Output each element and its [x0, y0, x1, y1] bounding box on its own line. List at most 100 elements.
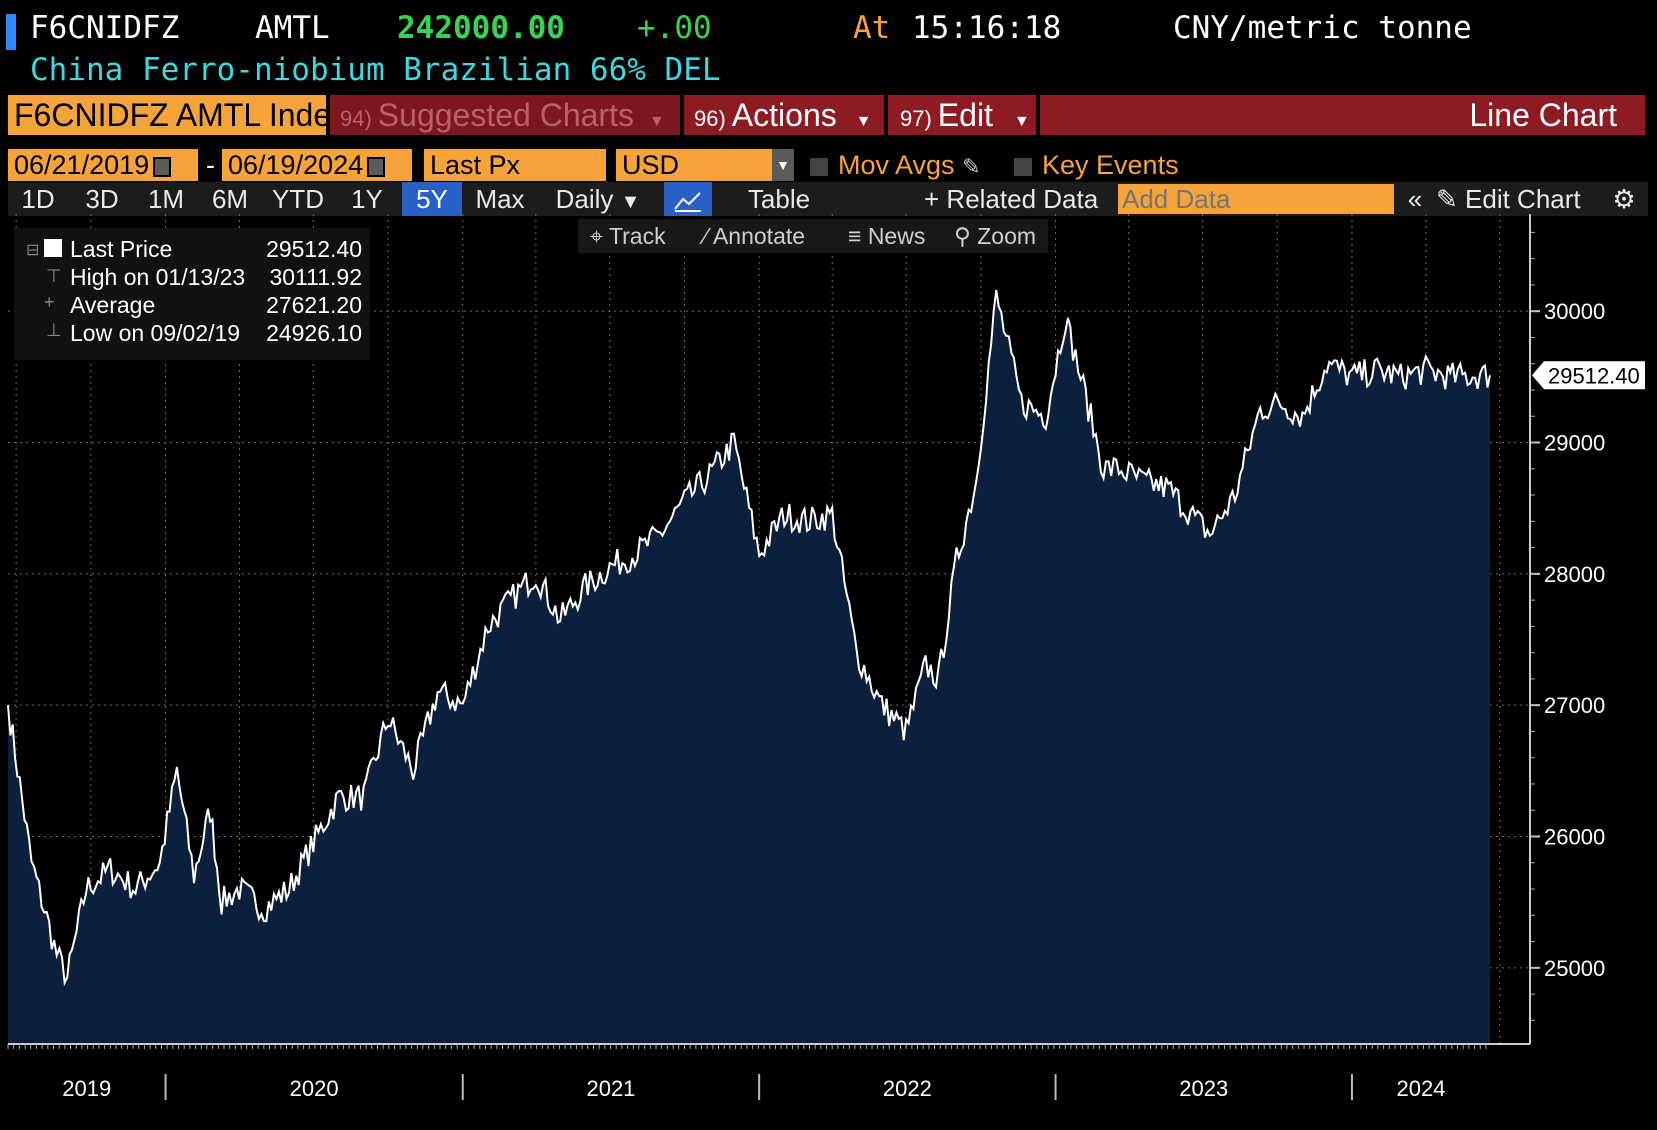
- mov-avgs-label: Mov Avgs: [838, 150, 955, 180]
- last-price-marker: 29512.40: [1532, 361, 1645, 390]
- edit-chart-button[interactable]: ✎ Edit Chart: [1436, 182, 1598, 216]
- currency-dropdown[interactable]: USD ▼: [616, 149, 794, 181]
- last-price-tag: [1532, 361, 1645, 390]
- legend-label: Low on 09/02/19: [70, 320, 241, 346]
- track-label: Track: [608, 223, 666, 249]
- view-title: Line Chart: [1469, 97, 1617, 133]
- y-tick-label: 28000: [1544, 562, 1605, 587]
- legend-label: Average: [70, 292, 156, 318]
- y-tick-label: 25000: [1544, 956, 1605, 981]
- line-chart-icon[interactable]: [664, 182, 712, 216]
- track-tool[interactable]: ⌖ Track: [590, 219, 666, 253]
- period-6m[interactable]: 6M: [211, 184, 249, 214]
- mov-avgs-toggle[interactable]: Mov Avgs ✎: [810, 149, 981, 181]
- collapse-legend-icon[interactable]: ⊟: [26, 242, 40, 259]
- view-title-bar: Line Chart: [1040, 95, 1645, 135]
- security-field-text: F6CNIDFZ AMTL Index: [14, 97, 326, 133]
- key-events-label: Key Events: [1042, 150, 1179, 180]
- currency-value: USD: [622, 150, 680, 180]
- suggested-charts-menu[interactable]: 94) Suggested Charts ▼: [330, 95, 680, 135]
- annotate-tool[interactable]: ⁄ Annotate: [704, 219, 805, 253]
- chevron-down-icon: ▼: [1013, 113, 1030, 130]
- related-data-label: Related Data: [946, 184, 1099, 214]
- magnifier-icon: ⚲: [954, 223, 971, 249]
- period-toolbar: 1D 3D 1M 6M YTD 1Y 5Y Max Daily ▼ Table …: [8, 182, 1648, 216]
- pricing-source: AMTL: [255, 10, 330, 46]
- zoom-tool[interactable]: ⚲ Zoom: [954, 219, 1036, 253]
- pencil-icon: ✎: [1436, 184, 1458, 214]
- edit-menu[interactable]: 97) Edit ▼: [888, 95, 1036, 135]
- x-axis: 2019 2020 2021 2022 2023 2024: [7, 1043, 1530, 1101]
- start-date: 06/21/2019: [14, 150, 150, 180]
- y-tick-label: 26000: [1544, 825, 1605, 850]
- start-date-field[interactable]: 06/21/2019: [8, 149, 198, 181]
- collapse-icon[interactable]: «: [1407, 184, 1423, 214]
- frequency-dropdown[interactable]: Daily ▼: [538, 182, 658, 216]
- menu-number: 97): [900, 106, 932, 131]
- calendar-icon[interactable]: [367, 156, 386, 177]
- crosshair-icon: ⌖: [590, 223, 603, 249]
- add-data-input[interactable]: [1118, 184, 1394, 214]
- x-tick-label: 2021: [586, 1076, 635, 1101]
- x-tick-label: 2022: [883, 1076, 932, 1101]
- table-button[interactable]: Table: [747, 184, 811, 214]
- period-1m[interactable]: 1M: [147, 184, 185, 214]
- plus-icon: +: [924, 184, 940, 214]
- legend-row-high: High on 01/13/23 30111.92: [70, 263, 370, 291]
- legend-value: 27621.20: [266, 292, 362, 318]
- chart-legend: ⊟ ⊤ + ⊥ Last Price 29512.40 High on 01/13…: [14, 228, 370, 360]
- suggested-charts-label: Suggested Charts: [377, 97, 634, 133]
- zoom-label: Zoom: [977, 223, 1037, 249]
- chart-tools-bar: ⌖ Track ⁄ Annotate ≡ News ⚲ Zoom: [578, 219, 1048, 253]
- period-max[interactable]: Max: [475, 184, 525, 214]
- period-5y[interactable]: 5Y: [402, 182, 462, 216]
- series-swatch: [44, 239, 62, 257]
- annotate-label: Annotate: [712, 223, 806, 249]
- checkbox[interactable]: [810, 157, 828, 176]
- chevron-down-icon: ▼: [648, 113, 665, 130]
- average-marker-icon: +: [44, 292, 55, 312]
- news-tool[interactable]: ≡ News: [848, 219, 925, 253]
- y-tick-label: 29000: [1544, 431, 1605, 456]
- x-tick-label: 2023: [1179, 1076, 1228, 1101]
- price-unit: CNY/metric tonne: [1173, 10, 1472, 46]
- list-icon: ≡: [848, 223, 862, 249]
- edit-label: Edit: [937, 97, 993, 133]
- menu-number: 94): [340, 106, 372, 131]
- chevron-down-icon: ▼: [772, 149, 794, 181]
- menu-number: 96): [694, 106, 726, 131]
- low-marker-icon: ⊥: [46, 320, 62, 340]
- period-1y[interactable]: 1Y: [351, 184, 383, 214]
- legend-value: 30111.92: [269, 264, 362, 290]
- period-ytd[interactable]: YTD: [272, 184, 324, 214]
- gear-icon[interactable]: ⚙: [1612, 184, 1636, 214]
- time-label: At: [853, 10, 891, 46]
- checkbox[interactable]: [1014, 157, 1032, 176]
- legend-label: Last Price: [70, 236, 173, 262]
- y-axis: 25000 26000 27000 28000 29000 30000: [1529, 214, 1605, 1044]
- period-3d[interactable]: 3D: [85, 184, 119, 214]
- security-field[interactable]: F6CNIDFZ AMTL Index: [8, 95, 326, 135]
- related-data-button[interactable]: + Related Data: [924, 182, 1118, 216]
- field-selector[interactable]: Last Px: [424, 149, 606, 181]
- last-update-time: 15:16:18: [912, 10, 1062, 46]
- end-date-field[interactable]: 06/19/2024: [222, 149, 412, 181]
- actions-menu[interactable]: 96) Actions ▼: [684, 95, 884, 135]
- last-price-tag-label: 29512.40: [1548, 363, 1640, 388]
- legend-row-average: Average 27621.20: [70, 291, 370, 319]
- period-1d[interactable]: 1D: [21, 184, 55, 214]
- last-price: 242000.00: [397, 10, 565, 46]
- legend-value: 24926.10: [266, 320, 362, 346]
- legend-row-last: Last Price 29512.40: [70, 235, 370, 263]
- chevron-down-icon: ▼: [855, 113, 872, 130]
- calendar-icon[interactable]: [153, 156, 172, 177]
- legend-row-low: Low on 09/02/19 24926.10: [70, 319, 370, 347]
- x-tick-label: 2020: [290, 1076, 339, 1101]
- pencil-icon[interactable]: ✎: [962, 154, 981, 179]
- key-events-toggle[interactable]: Key Events: [1014, 149, 1179, 181]
- price-change: +.00: [637, 10, 712, 46]
- end-date: 06/19/2024: [228, 150, 364, 180]
- legend-label: High on 01/13/23: [70, 264, 246, 290]
- price-line: [7, 289, 1491, 987]
